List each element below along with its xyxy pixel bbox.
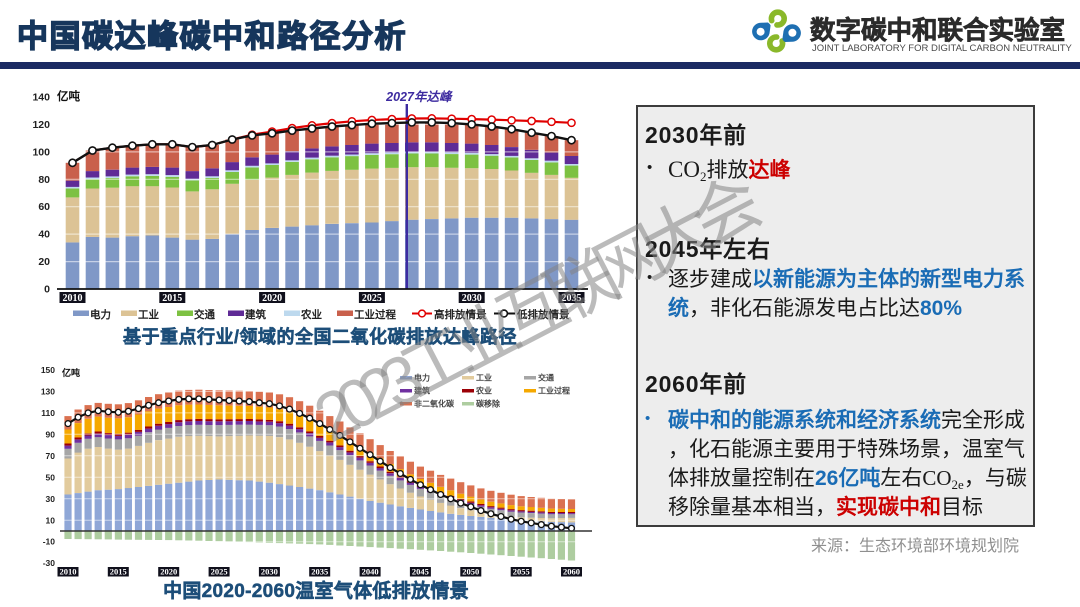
svg-text:2010: 2010 <box>60 567 77 577</box>
svg-text:2025: 2025 <box>362 293 382 304</box>
svg-text:140: 140 <box>32 92 50 104</box>
svg-text:农业: 农业 <box>300 308 322 321</box>
svg-text:工业过程: 工业过程 <box>354 308 396 321</box>
svg-text:2035: 2035 <box>311 567 328 577</box>
svg-text:60: 60 <box>38 201 50 213</box>
svg-text:2055: 2055 <box>513 567 530 577</box>
svg-text:2027年达峰: 2027年达峰 <box>385 90 453 104</box>
svg-text:2015: 2015 <box>162 293 182 304</box>
svg-text:低排放情景: 低排放情景 <box>516 308 570 321</box>
svg-text:2050: 2050 <box>462 567 479 577</box>
svg-text:20: 20 <box>38 256 50 268</box>
svg-text:工业过程: 工业过程 <box>538 386 570 396</box>
svg-text:电力: 电力 <box>414 373 430 383</box>
svg-text:120: 120 <box>32 119 50 131</box>
svg-text:150: 150 <box>41 365 55 375</box>
svg-text:交通: 交通 <box>538 373 554 383</box>
svg-text:工业: 工业 <box>476 373 492 383</box>
svg-text:2015: 2015 <box>110 567 127 577</box>
svg-text:-30: -30 <box>43 558 56 568</box>
svg-text:2045: 2045 <box>412 567 429 577</box>
svg-text:高排放情景: 高排放情景 <box>434 308 487 321</box>
svg-text:电力: 电力 <box>90 308 111 321</box>
svg-text:亿吨: 亿吨 <box>57 89 80 103</box>
svg-text:2025: 2025 <box>211 567 228 577</box>
svg-text:90: 90 <box>46 429 56 439</box>
svg-text:0: 0 <box>44 284 50 296</box>
svg-text:2040: 2040 <box>362 567 379 577</box>
svg-text:2030: 2030 <box>462 293 482 304</box>
svg-text:建筑: 建筑 <box>413 386 430 396</box>
svg-text:80: 80 <box>38 174 50 186</box>
svg-text:50: 50 <box>46 472 56 482</box>
svg-text:110: 110 <box>41 408 55 418</box>
svg-text:70: 70 <box>46 451 56 461</box>
svg-text:2030: 2030 <box>261 567 278 577</box>
svg-text:2020: 2020 <box>262 293 282 304</box>
svg-text:2020: 2020 <box>160 567 177 577</box>
svg-text:2010: 2010 <box>63 293 83 304</box>
svg-text:30: 30 <box>46 494 56 504</box>
svg-text:建筑: 建筑 <box>244 308 266 321</box>
svg-text:100: 100 <box>32 146 50 158</box>
svg-text:2060: 2060 <box>563 567 580 577</box>
svg-text:碳移除: 碳移除 <box>476 399 501 409</box>
svg-text:40: 40 <box>38 229 50 241</box>
svg-text:10: 10 <box>46 515 56 525</box>
svg-text:-10: -10 <box>43 537 56 547</box>
svg-text:农业: 农业 <box>475 386 492 396</box>
svg-text:130: 130 <box>41 386 55 396</box>
svg-text:工业: 工业 <box>138 308 159 321</box>
svg-text:交通: 交通 <box>194 308 215 321</box>
svg-text:亿吨: 亿吨 <box>62 367 80 378</box>
svg-text:2035: 2035 <box>562 293 582 304</box>
svg-text:非二氧化碳: 非二氧化碳 <box>414 399 455 409</box>
